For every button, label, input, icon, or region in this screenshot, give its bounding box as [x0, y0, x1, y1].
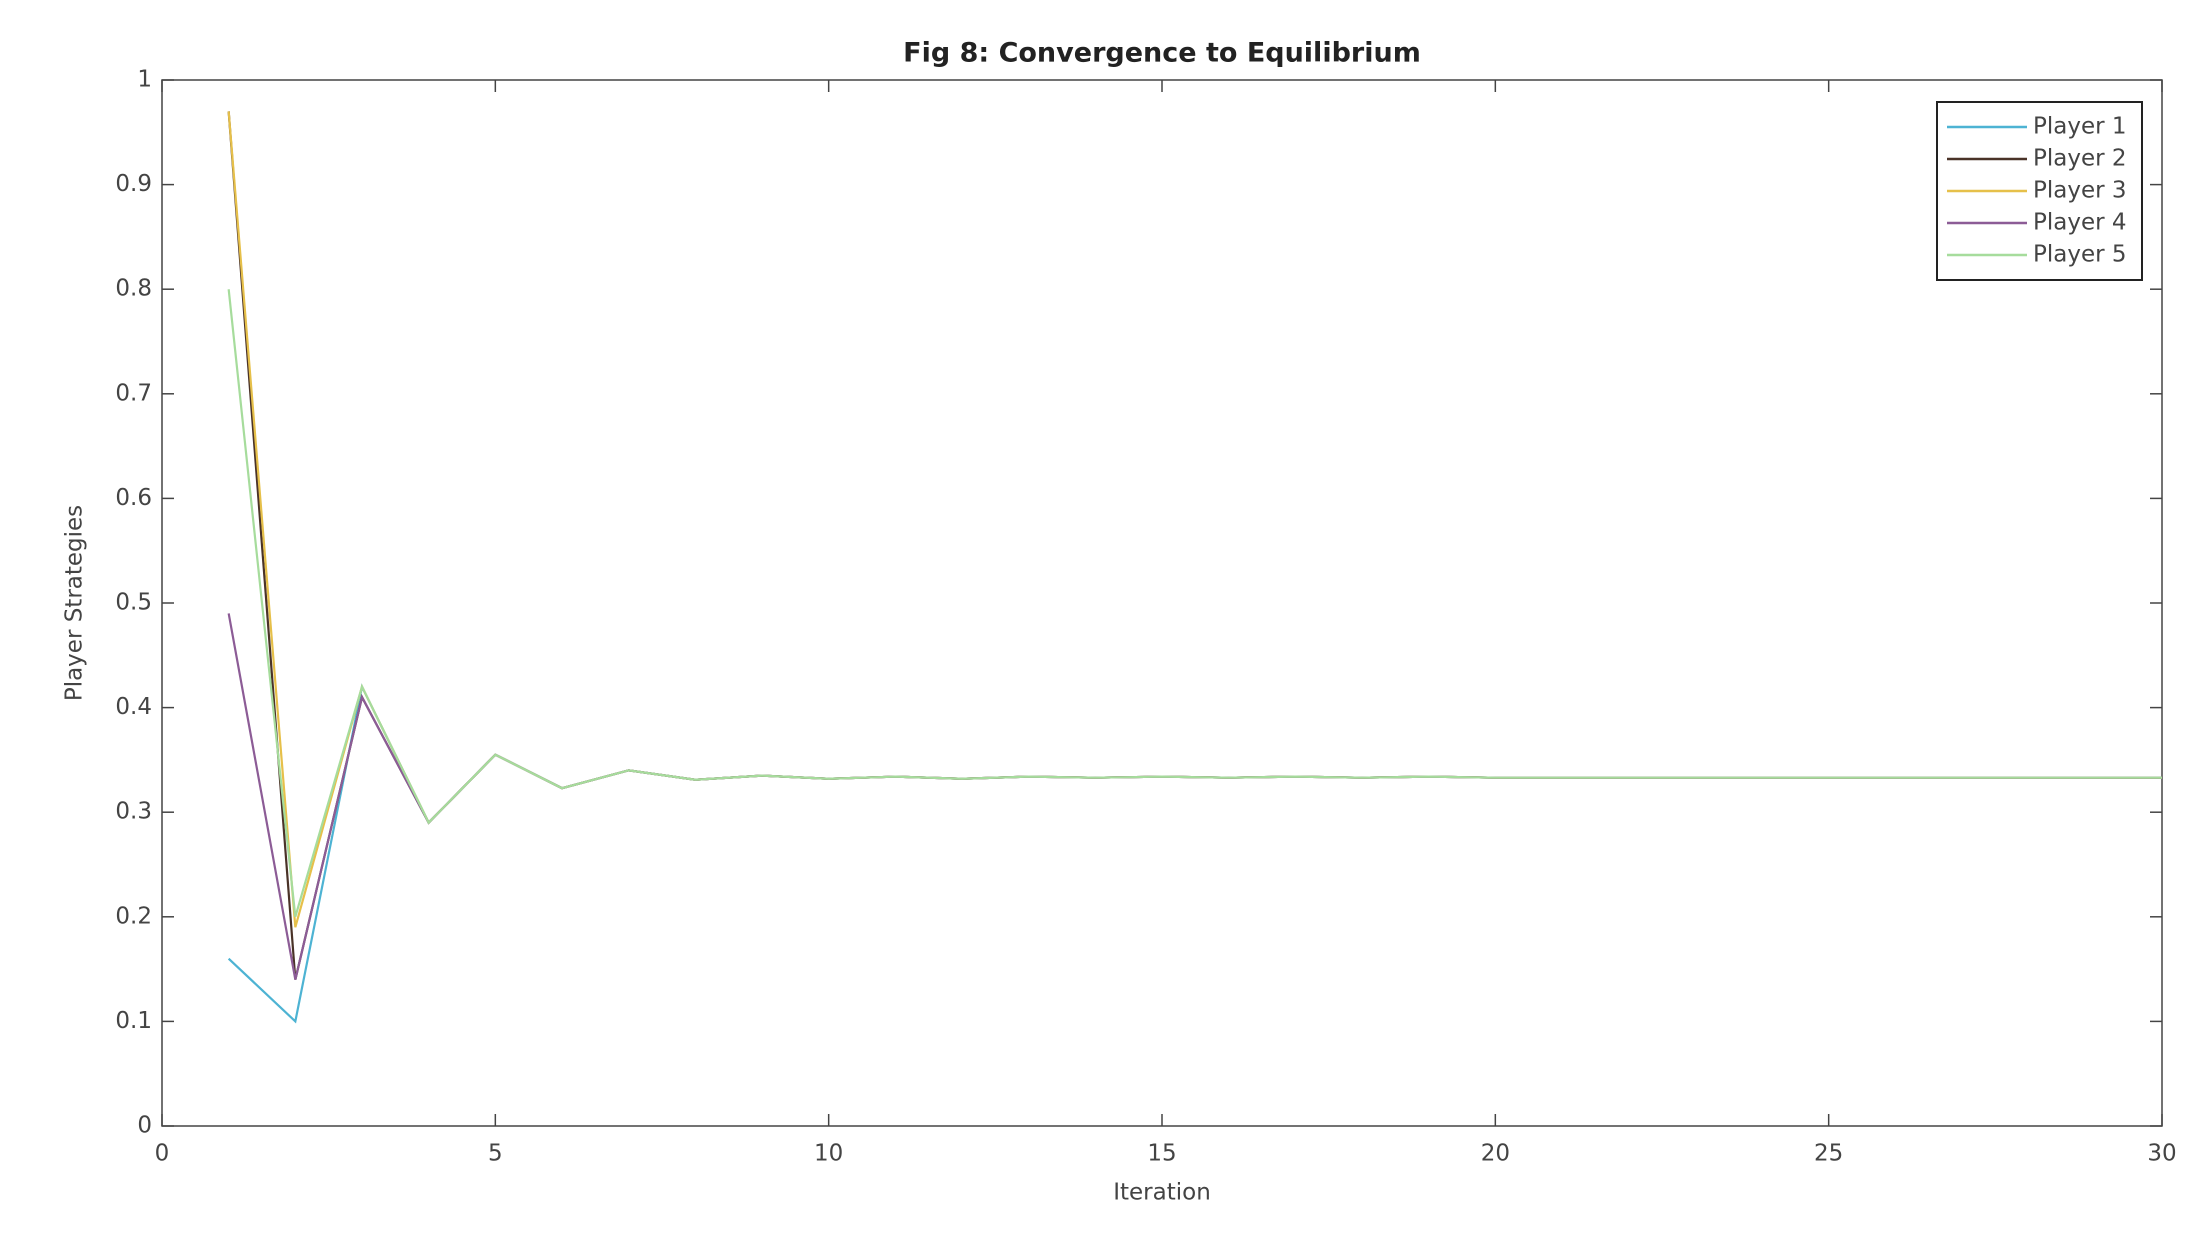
x-tick-label: 15: [1147, 1141, 1176, 1167]
y-tick-label: 0.2: [115, 903, 152, 929]
y-tick-label: 1: [137, 67, 152, 93]
y-tick-label: 0.3: [115, 799, 152, 825]
chart-title: Fig 8: Convergence to Equilibrium: [903, 38, 1421, 69]
legend-label: Player 2: [2033, 146, 2127, 172]
x-tick-label: 30: [2147, 1141, 2176, 1167]
y-tick-label: 0: [137, 1113, 152, 1139]
y-tick-label: 0.8: [115, 276, 152, 302]
x-tick-label: 25: [1814, 1141, 1843, 1167]
y-tick-label: 0.1: [115, 1008, 152, 1034]
y-tick-label: 0.5: [115, 590, 152, 616]
legend-label: Player 4: [2033, 210, 2127, 236]
y-tick-label: 0.9: [115, 171, 152, 197]
y-tick-label: 0.6: [115, 485, 152, 511]
plot-area: [161, 79, 2163, 1127]
legend-label: Player 1: [2033, 114, 2127, 140]
y-tick-label: 0.4: [115, 694, 152, 720]
legend-label: Player 3: [2033, 178, 2127, 204]
x-tick-label: 5: [488, 1141, 503, 1167]
x-tick-label: 20: [1481, 1141, 1510, 1167]
y-axis-label: Player Strategies: [62, 505, 88, 701]
legend-label: Player 5: [2033, 242, 2127, 268]
x-axis-label: Iteration: [1113, 1180, 1211, 1206]
series-line: [227, 289, 2162, 918]
x-tick-label: 0: [155, 1141, 170, 1167]
y-tick-label: 0.7: [115, 380, 152, 406]
x-tick-label: 10: [814, 1141, 843, 1167]
